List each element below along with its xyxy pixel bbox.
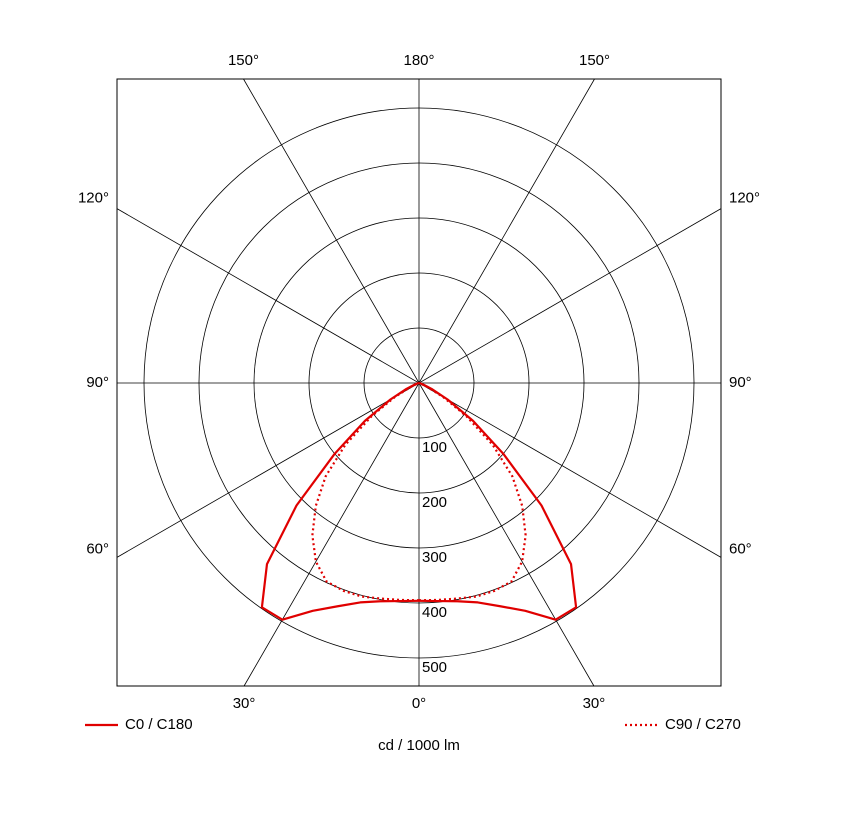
grid-spoke: [418, 382, 595, 687]
grid-spoke: [116, 208, 420, 384]
grid-spoke: [418, 78, 595, 384]
angle-tick-label: 0°: [412, 695, 426, 712]
angle-tick-label: 150°: [579, 52, 610, 69]
angle-tick-label: 180°: [403, 52, 434, 69]
r-tick-label: 100: [422, 439, 447, 456]
angle-tick-label: 90°: [729, 374, 752, 391]
legend-label: C0 / C180: [125, 716, 193, 733]
intensity-curve: [311, 381, 420, 602]
intensity-curve: [418, 381, 527, 602]
legend-label: C90 / C270: [665, 716, 741, 733]
angle-tick-label: 120°: [78, 190, 109, 207]
angle-tick-label: 30°: [583, 695, 606, 712]
grid-spoke: [116, 382, 420, 558]
r-tick-label: 300: [422, 549, 447, 566]
grid-spoke: [418, 208, 722, 384]
intensity-curve: [418, 381, 578, 621]
axis-label: cd / 1000 lm: [378, 737, 460, 754]
angle-tick-label: 90°: [86, 374, 109, 391]
angle-tick-label: 30°: [233, 695, 256, 712]
angle-tick-label: 150°: [228, 52, 259, 69]
r-tick-label: 200: [422, 494, 447, 511]
r-tick-label: 400: [422, 604, 447, 621]
angle-tick-label: 60°: [729, 540, 752, 557]
angle-tick-label: 120°: [729, 190, 760, 207]
r-tick-label: 500: [422, 659, 447, 676]
angle-tick-label: 60°: [86, 540, 109, 557]
grid-spoke: [418, 382, 722, 558]
grid-spoke: [243, 382, 420, 687]
grid-spoke: [243, 78, 420, 384]
intensity-curve: [260, 381, 420, 621]
